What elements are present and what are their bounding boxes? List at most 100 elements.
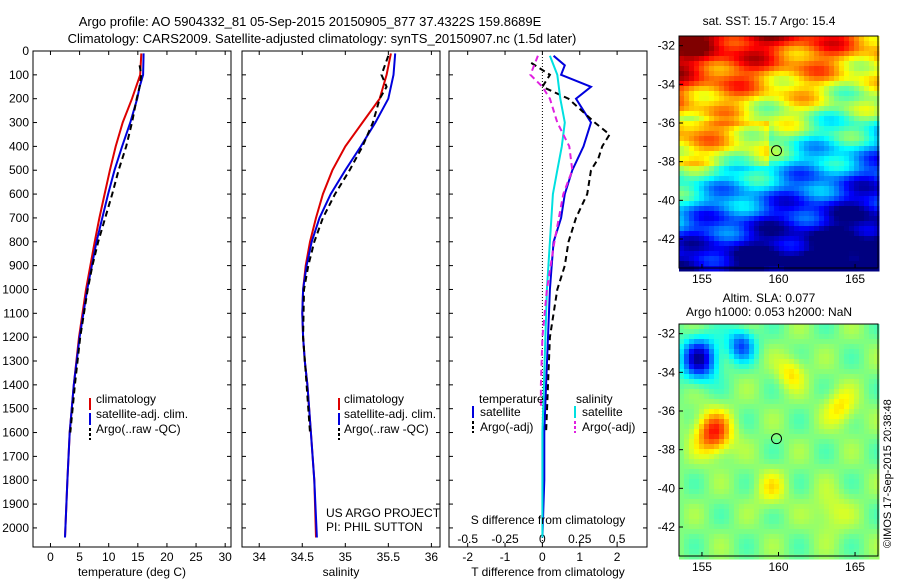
- sla-cell: [739, 339, 745, 345]
- sla-cell: [824, 464, 830, 470]
- sla-cell: [804, 484, 810, 490]
- sst-cell: [689, 151, 695, 157]
- sla-cell: [719, 484, 725, 490]
- sst-cell: [694, 166, 700, 172]
- sla-cell: [844, 359, 850, 365]
- sla-cell: [779, 419, 785, 425]
- sla-cell: [799, 479, 805, 485]
- sla-cell: [709, 384, 715, 390]
- sla-cell: [709, 484, 715, 490]
- sst-cell: [754, 146, 760, 152]
- sla-cell: [739, 474, 745, 480]
- sla-cell: [734, 359, 740, 365]
- sst-cell: [754, 111, 760, 117]
- sst-cell: [799, 66, 805, 72]
- sla-cell: [784, 504, 790, 510]
- sst-cell: [684, 171, 690, 177]
- temperature-lines: [64, 53, 145, 538]
- sst-cell: [859, 186, 865, 192]
- sst-cell: [739, 81, 745, 87]
- sst-cell: [714, 211, 720, 217]
- sst-cell: [729, 81, 735, 87]
- sst-cell: [739, 46, 745, 52]
- sst-cell: [724, 146, 730, 152]
- sla-cell: [864, 509, 870, 515]
- sst-cell: [739, 56, 745, 62]
- sst-cell: [769, 236, 775, 242]
- sla-cell: [699, 344, 705, 350]
- sla-cell: [839, 434, 845, 440]
- sla-cell: [754, 464, 760, 470]
- y-tick-label: 100: [9, 68, 29, 82]
- sst-cell: [859, 176, 865, 182]
- sst-cell: [739, 186, 745, 192]
- sla-cell: [744, 344, 750, 350]
- sst-cell: [874, 101, 880, 107]
- sla-cell: [814, 434, 820, 440]
- sla-cell: [779, 329, 785, 335]
- sst-cell: [774, 61, 780, 67]
- sst-cell: [819, 151, 825, 157]
- sla-cell: [709, 519, 715, 525]
- sst-cell: [694, 171, 700, 177]
- sst-cell: [734, 41, 740, 47]
- sst-cell: [724, 106, 730, 112]
- x-tick-label: 30: [218, 550, 232, 564]
- sla-cell: [834, 509, 840, 515]
- sst-cell: [794, 146, 800, 152]
- sst-cell: [809, 236, 815, 242]
- sst-cell: [689, 46, 695, 52]
- sst-cell: [714, 106, 720, 112]
- sst-cell: [804, 216, 810, 222]
- sst-cell: [744, 131, 750, 137]
- sst-cell: [754, 46, 760, 52]
- sla-cell: [849, 374, 855, 380]
- sst-cell: [859, 76, 865, 82]
- sst-cell: [829, 81, 835, 87]
- sst-cell: [839, 106, 845, 112]
- sla-cell: [794, 539, 800, 545]
- sst-cell: [719, 191, 725, 197]
- sla-cell: [734, 339, 740, 345]
- sst-cell: [759, 91, 765, 97]
- sst-cell: [709, 121, 715, 127]
- sst-cell: [764, 66, 770, 72]
- sst-cell: [784, 236, 790, 242]
- sla-cell: [814, 539, 820, 545]
- sst-cell: [849, 261, 855, 267]
- sla-cell: [694, 399, 700, 405]
- sla-cell: [744, 404, 750, 410]
- sst-cell: [789, 151, 795, 157]
- sst-cell: [719, 216, 725, 222]
- sla-cell: [854, 479, 860, 485]
- sst-cell: [799, 126, 805, 132]
- sla-cell: [704, 374, 710, 380]
- sla-cell: [759, 439, 765, 445]
- sla-cell: [839, 379, 845, 385]
- sla-cell: [779, 379, 785, 385]
- sst-cell: [849, 196, 855, 202]
- sst-cell: [704, 201, 710, 207]
- sst-cell: [759, 151, 765, 157]
- sst-cell: [769, 126, 775, 132]
- sla-cell: [859, 419, 865, 425]
- sla-cell: [769, 429, 775, 435]
- sst-cell: [804, 241, 810, 247]
- x-tick-label: 25: [189, 550, 203, 564]
- sst-cell: [814, 36, 820, 42]
- sst-cell: [734, 106, 740, 112]
- sst-cell: [774, 76, 780, 82]
- sla-cell: [704, 529, 710, 535]
- sst-cell: [844, 151, 850, 157]
- sla-cell: [859, 484, 865, 490]
- sla-cell: [809, 354, 815, 360]
- sst-cell: [759, 211, 765, 217]
- sst-cell: [809, 116, 815, 122]
- sla-cell: [749, 534, 755, 540]
- sla-cell: [719, 349, 725, 355]
- sst-cell: [754, 81, 760, 87]
- sst-cell: [844, 51, 850, 57]
- sla-cell: [819, 439, 825, 445]
- sla-cell: [704, 324, 710, 330]
- sla-cell: [684, 324, 690, 330]
